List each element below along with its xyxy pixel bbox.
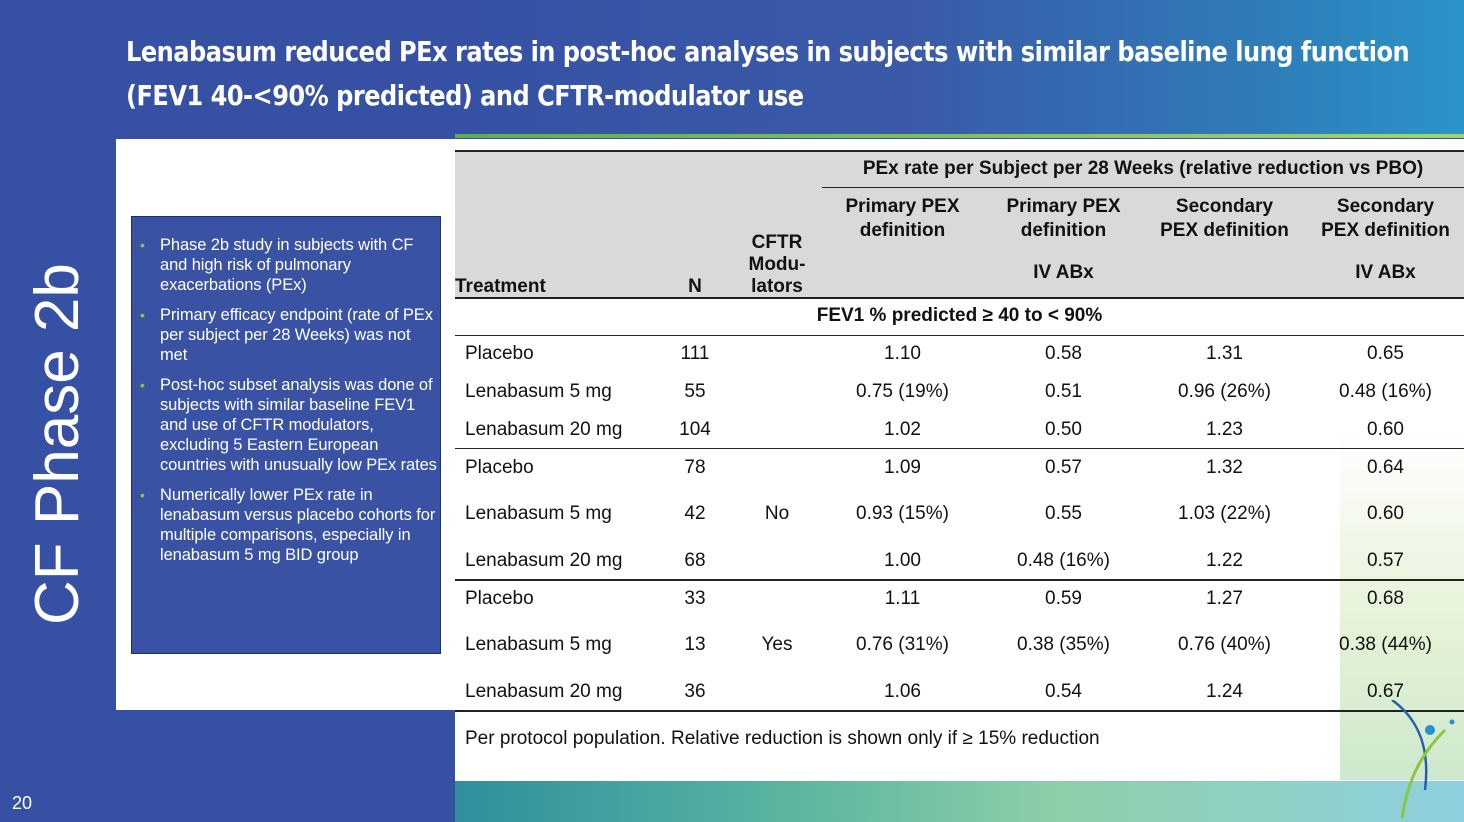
column-header-primary-pex-iv-abx: Primary PEX definition IV ABx (1006, 196, 1121, 283)
table-subheader: FEV1 % predicted ≥ 40 to < 90% (816, 305, 1103, 326)
bullet-item: Post-hoc subset analysis was done of sub… (140, 375, 440, 475)
bottom-gradient-band (455, 781, 1464, 822)
slide-title-line-2: (FEV1 40-<90% predicted) and CFTR-modula… (126, 79, 804, 112)
group-divider-rule (455, 579, 1464, 581)
summary-bullet-box: Phase 2b study in subjects with CF and h… (131, 216, 441, 654)
group-header-rule (822, 187, 1464, 188)
bullet-item: Phase 2b study in subjects with CF and h… (140, 235, 440, 295)
group-divider-rule (455, 448, 1464, 449)
subheader-bottom-rule (455, 335, 1464, 336)
footnote-area (455, 710, 1464, 782)
header-gradient (455, 0, 1464, 138)
table-footnote: Per protocol population. Relative reduct… (465, 728, 1100, 749)
bullet-item: Numerically lower PEx rate in lenabasum … (140, 485, 440, 565)
header-bottom-rule (455, 297, 1464, 299)
table-header-background (455, 150, 1464, 298)
bullet-item: Primary efficacy endpoint (rate of PEx p… (140, 305, 440, 365)
column-header-treatment: Treatment (455, 276, 546, 297)
decorative-green-wash (1340, 430, 1464, 780)
group-header: PEx rate per Subject per 28 Weeks (relat… (862, 158, 1424, 179)
summary-bullet-list: Phase 2b study in subjects with CF and h… (132, 217, 440, 565)
column-header-secondary-pex: Secondary PEX definition (1160, 196, 1289, 241)
header-accent-line (455, 134, 1464, 138)
pex-rate-table: PEx rate per Subject per 28 Weeks (relat… (455, 150, 1464, 712)
column-header-primary-pex: Primary PEX definition (845, 196, 960, 241)
page-number: 20 (12, 793, 33, 813)
corbus-swirl-logo-icon (1391, 700, 1455, 819)
table-top-rule (455, 150, 1464, 152)
cftr-group-label: No (764, 503, 790, 524)
section-title-vertical: CF Phase 2b (23, 263, 92, 625)
cftr-group-label: Yes (761, 634, 793, 655)
table-bottom-rule (455, 710, 1464, 712)
column-header-n: N (688, 276, 702, 297)
column-header-secondary-pex-iv-abx: Secondary PEX definition IV ABx (1321, 196, 1450, 283)
slide-title: Lenabasum reduced PEx rates in post-hoc … (126, 30, 1410, 118)
column-header-cftr-modulators: CFTR Modu- lators (748, 232, 806, 297)
slide-title-line-1: Lenabasum reduced PEx rates in post-hoc … (126, 35, 1410, 68)
